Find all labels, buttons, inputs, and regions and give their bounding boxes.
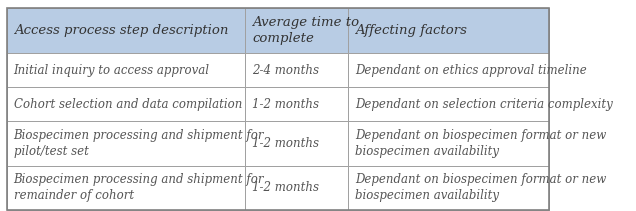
Text: Cohort selection and data compilation: Cohort selection and data compilation [13,98,242,111]
Bar [245,121,349,166]
Bar [245,87,349,121]
Bar [349,87,549,121]
Text: Dependant on biospecimen format or new
biospecimen availability: Dependant on biospecimen format or new b… [355,129,606,158]
Text: 2-4 months: 2-4 months [252,64,319,77]
Text: 1-2 months: 1-2 months [252,137,319,150]
Text: Dependant on biospecimen format or new
biospecimen availability: Dependant on biospecimen format or new b… [355,173,606,202]
Text: Affecting factors: Affecting factors [355,24,467,37]
Bar [349,166,549,210]
Bar [7,87,245,121]
Bar [7,121,245,166]
Bar [7,166,245,210]
Bar [7,8,245,53]
Bar [349,121,549,166]
Text: Average time to
complete: Average time to complete [252,16,359,45]
Text: 1-2 months: 1-2 months [252,98,319,111]
Text: Dependant on ethics approval timeline: Dependant on ethics approval timeline [355,64,587,77]
Text: Dependant on selection criteria complexity: Dependant on selection criteria complexi… [355,98,613,111]
Bar [245,8,349,53]
Bar [245,166,349,210]
Bar [349,53,549,87]
Text: Biospecimen processing and shipment for
pilot/test set: Biospecimen processing and shipment for … [13,129,264,158]
Bar [349,8,549,53]
Text: 1-2 months: 1-2 months [252,181,319,194]
Bar [245,53,349,87]
Text: Access process step description: Access process step description [13,24,228,37]
Text: Initial inquiry to access approval: Initial inquiry to access approval [13,64,209,77]
Text: Biospecimen processing and shipment for
remainder of cohort: Biospecimen processing and shipment for … [13,173,264,202]
Bar [7,53,245,87]
